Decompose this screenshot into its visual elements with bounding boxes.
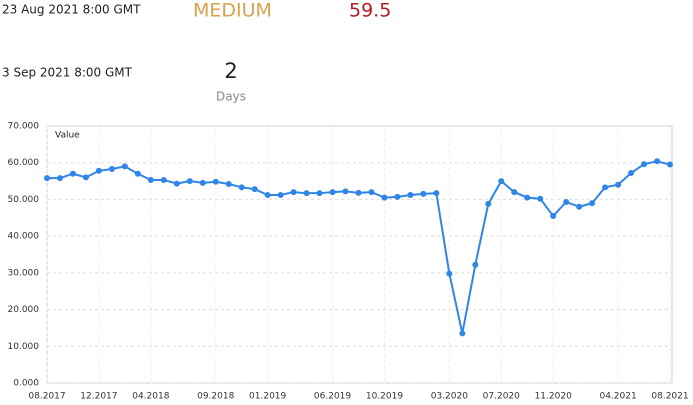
actual-value: 59.5 (349, 0, 391, 22)
x-tick-label: 04.2018 (132, 392, 169, 402)
data-point (173, 180, 180, 187)
data-point (303, 190, 310, 197)
data-point (199, 179, 206, 186)
data-point (56, 175, 63, 182)
x-tick-label: 01.2019 (249, 392, 286, 402)
data-point (212, 178, 219, 185)
data-point (459, 330, 466, 337)
data-point (407, 192, 414, 199)
data-point (147, 176, 154, 183)
y-axis-label: Value (55, 131, 80, 141)
x-tick-label: 12.2017 (80, 392, 117, 402)
countdown-unit: Days (216, 90, 246, 104)
y-tick-label: 40.000 (8, 232, 40, 242)
data-point (615, 181, 622, 188)
data-point (355, 189, 362, 196)
y-tick-label: 70.000 (8, 122, 40, 132)
y-tick-label: 10.000 (8, 342, 40, 352)
data-point (498, 178, 505, 185)
data-point (433, 190, 440, 197)
data-point (485, 200, 492, 207)
y-tick-label: 20.000 (8, 305, 40, 315)
data-point (186, 178, 193, 185)
data-point (277, 192, 284, 199)
data-point (264, 192, 271, 199)
data-point (524, 194, 531, 201)
y-tick-label: 50.000 (8, 195, 40, 205)
data-point (225, 181, 232, 188)
data-point (511, 189, 518, 196)
data-point (238, 184, 245, 191)
x-tick-label: 10.2019 (366, 392, 403, 402)
x-tick-label: 11.2020 (535, 392, 572, 402)
data-point (472, 261, 479, 268)
x-tick-label: 04.2021 (599, 392, 636, 402)
data-point (160, 176, 167, 183)
data-point (290, 189, 297, 196)
data-point (654, 158, 661, 165)
x-tick-label: 08.2021 (651, 392, 688, 402)
data-point (537, 195, 544, 202)
data-point (134, 170, 141, 177)
data-point (628, 169, 635, 176)
data-point (69, 170, 76, 177)
data-point (394, 193, 401, 200)
data-point (95, 167, 102, 174)
x-tick-label: 07.2020 (483, 392, 520, 402)
x-tick-label: 09.2018 (197, 392, 234, 402)
data-point (44, 175, 50, 182)
data-point (589, 200, 596, 207)
data-point (368, 189, 375, 196)
data-point (420, 190, 427, 197)
data-point (576, 203, 583, 210)
x-tick-label: 03.2020 (431, 392, 468, 402)
data-point (316, 190, 323, 197)
event-date: 23 Aug 2021 8:00 GMT (2, 3, 141, 17)
x-tick-label: 06.2019 (314, 392, 351, 402)
data-point (550, 212, 557, 219)
series-line (47, 160, 671, 334)
impact-level: MEDIUM (193, 0, 272, 22)
plot-frame (46, 125, 673, 384)
y-tick-label: 60.000 (8, 158, 40, 168)
y-tick-label: 30.000 (8, 268, 40, 278)
next-date: 3 Sep 2021 8:00 GMT (2, 66, 133, 80)
data-point (563, 198, 570, 205)
data-point (342, 188, 349, 195)
data-point (82, 174, 89, 181)
data-point (667, 161, 673, 168)
y-tick-label: 0.000 (13, 379, 39, 389)
countdown: 2 (224, 59, 237, 83)
data-point (329, 189, 336, 196)
data-point (121, 163, 128, 170)
data-point (108, 165, 115, 172)
data-point (641, 161, 648, 168)
data-point (446, 270, 453, 277)
data-point (602, 184, 609, 191)
data-point (251, 186, 258, 193)
x-tick-label: 08.2017 (28, 392, 65, 402)
data-point (381, 194, 388, 201)
